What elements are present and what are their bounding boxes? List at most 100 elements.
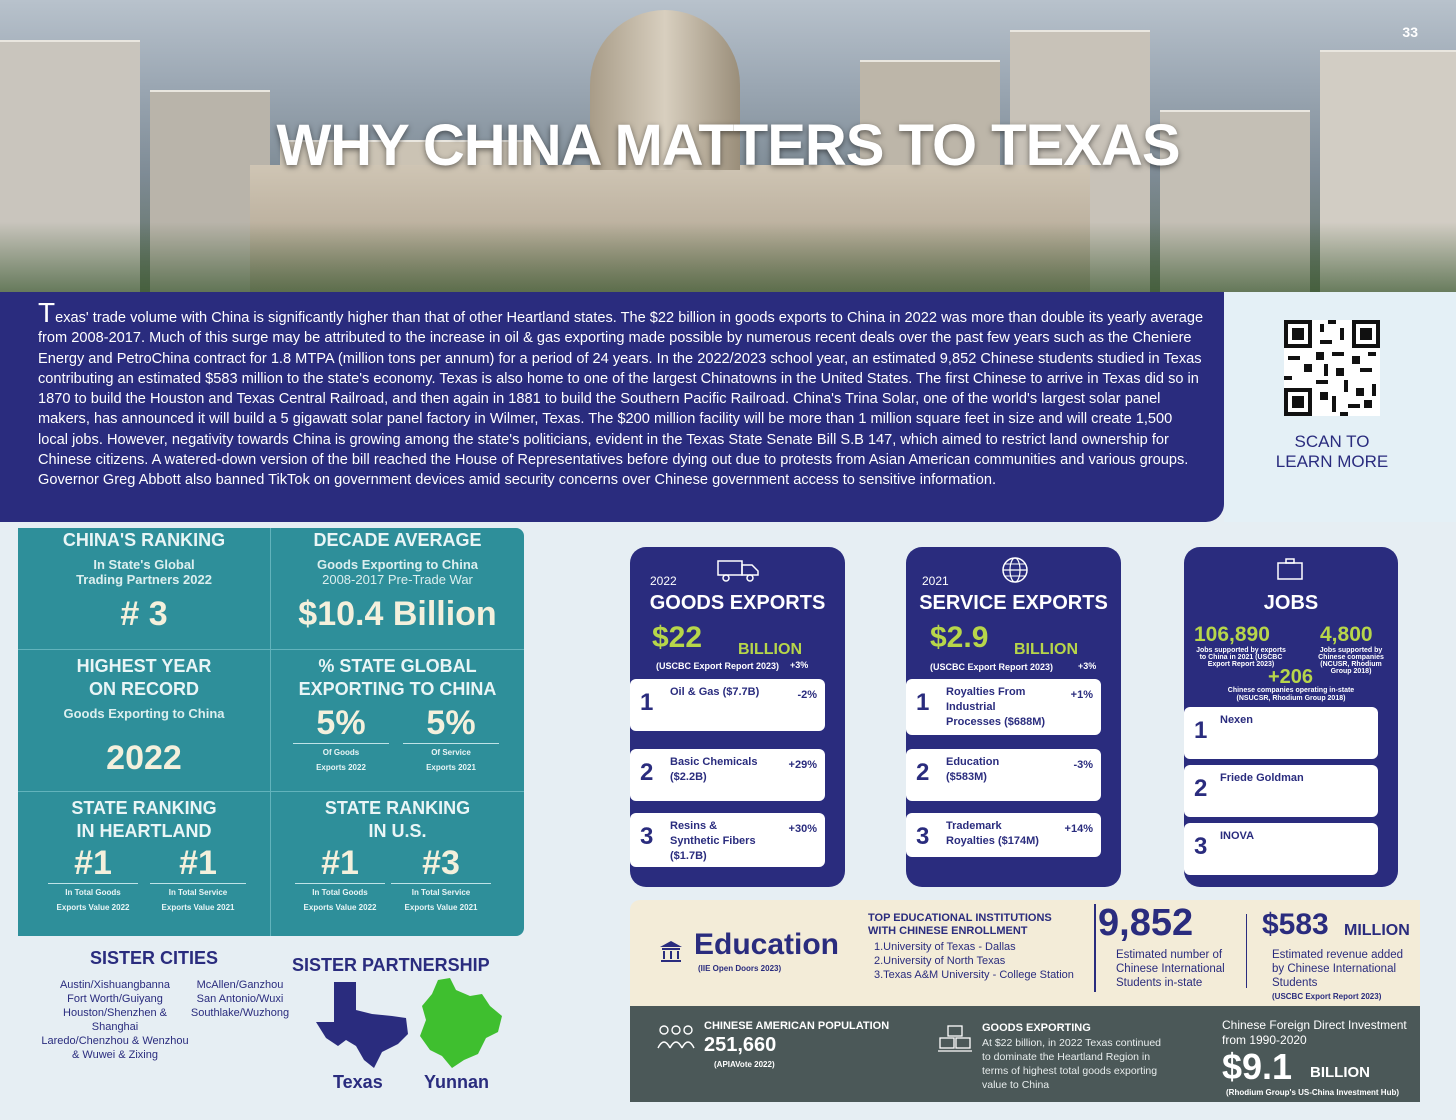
list-item: 1 Oil & Gas ($7.7B) -2% (630, 679, 825, 731)
caption-line: Chinese International (1116, 963, 1225, 975)
row-rank: 1 (640, 689, 654, 716)
revenue-value: $583 (1262, 908, 1329, 941)
card-unit: BILLION (1014, 641, 1078, 658)
row-label: Friede Goldman (1220, 772, 1304, 784)
divider (18, 791, 524, 792)
list-item: Laredo/Chenzhou & Wenzhou (41, 1035, 189, 1047)
qr-code-icon[interactable] (1284, 320, 1380, 416)
list-item: 1 Royalties From Industrial Processes ($68… (906, 679, 1101, 735)
row-label-line: Education (946, 756, 1000, 768)
row-label-line: ($2.2B) (670, 771, 707, 783)
card-amount: $22 (652, 621, 703, 654)
list-item: 1.University of Texas - Dallas (874, 941, 1016, 953)
list-item: McAllen/Ganzhou (196, 979, 284, 991)
row-label-line: Trademark (946, 820, 1002, 832)
drop-cap: T (38, 297, 56, 328)
stat-caption: Of Goods (293, 743, 389, 757)
stat-caption: In Total Service (150, 883, 246, 897)
population-source: (APIAVote 2022) (714, 1060, 775, 1069)
card-amount: $2.9 (930, 621, 989, 654)
row-change: +1% (1070, 689, 1093, 701)
row-label: Oil & Gas ($7.7B) (670, 685, 759, 700)
list-item: 2 Basic Chemicals ($2.2B) +29% (630, 749, 825, 801)
list-item: 1 Nexen (1184, 707, 1378, 759)
row-rank: 1 (1194, 717, 1208, 744)
texas-map-icon (316, 982, 408, 1068)
truck-icon (717, 560, 759, 582)
list-item: 3 Resins & Synthetic Fibers ($1.7B) +30% (630, 813, 825, 867)
stat-subheading: Trading Partners 2022 (76, 572, 212, 587)
stat-value: 5% (426, 704, 476, 742)
list-item: & Wuwei & Zixing (72, 1049, 158, 1061)
stat-pair-right: #3 In Total Service Exports Value 2021 (391, 844, 491, 912)
caption-line: Estimated revenue added (1272, 949, 1404, 961)
text-line: terms of highest total goods exporting (982, 1065, 1158, 1077)
divider (1246, 914, 1247, 988)
jobs-label-a: Jobs supported by exports to China in 20… (1196, 647, 1286, 668)
intro-panel: Texas' trade volume with China is signif… (0, 292, 1224, 522)
briefcase-icon (1277, 558, 1303, 580)
stat-heading: % STATE GLOBAL (318, 656, 477, 676)
jobs-label-b: Jobs supported by Chinese companies (NCU… (1318, 647, 1384, 675)
students-caption: Estimated number of Chinese Internationa… (1116, 948, 1225, 990)
stat-heading: HIGHEST YEAR (76, 656, 212, 676)
stat-value: 5% (316, 704, 366, 742)
top-institutions-list: 1.University of Texas - Dallas 2.Univers… (874, 940, 1074, 982)
text-line: At $22 billion, in 2022 Texas continued (982, 1037, 1162, 1049)
stat-pair-left: #1 In Total Goods Exports Value 2022 (48, 844, 138, 912)
stats-grid: CHINA'S RANKING In State's Global Tradin… (18, 528, 524, 936)
list-item: Shanghai (91, 1021, 139, 1033)
service-exports-card: 2021 SERVICE EXPORTS $2.9 BILLION (USCBC… (906, 547, 1121, 887)
list-item: 3.Texas A&M University - College Station (874, 969, 1074, 981)
row-change: +30% (788, 823, 817, 835)
education-title: Education (694, 928, 840, 961)
sister-partnership-heading: SISTER PARTNERSHIP (292, 955, 490, 975)
fdi-source: (Rhodium Group's US-China Investment Hub… (1226, 1088, 1400, 1097)
intro-body: exas' trade volume with China is signifi… (38, 310, 1204, 489)
stat-heading: CHINA'S RANKING (62, 530, 226, 550)
list-item: Houston/Shenzhen & (63, 1007, 167, 1019)
stat-subheading: In State's Global (93, 557, 195, 572)
stat-pair-left: #1 In Total Goods Exports Value 2022 (295, 844, 385, 912)
divider (18, 649, 524, 650)
caption-line: Students in-state (1116, 977, 1203, 989)
goods-exports-card: 2022 GOODS EXPORTS $22 BILLION (USCBC Ex… (630, 547, 845, 887)
row-rank: 1 (916, 689, 930, 716)
education-band: Education (IIE Open Doors 2023) TOP EDUC… (630, 900, 1420, 1006)
stat-value: #3 (422, 844, 460, 882)
card-change: +3% (790, 660, 809, 670)
hero-photo: 33 WHY CHINA MATTERS TO TEXAS (0, 0, 1456, 292)
sister-cities-heading: SISTER CITIES (90, 948, 219, 968)
stat-heading: STATE RANKING (71, 798, 217, 818)
heading-line: Chinese Foreign Direct Investment (1222, 1018, 1407, 1032)
goods-exporting-heading: GOODS EXPORTING (982, 1022, 1091, 1034)
bottom-band: CHINESE AMERICAN POPULATION 251,660 (API… (630, 1006, 1420, 1102)
list-item: 3 INOVA (1184, 823, 1378, 875)
row-label-line: Resins & (670, 820, 718, 832)
scan-line-2: LEARN MORE (1275, 452, 1389, 471)
row-label-line: Basic Chemicals (670, 756, 758, 768)
revenue-unit: MILLION (1344, 922, 1410, 939)
stat-heartland-ranking: STATE RANKING IN HEARTLAND #1 In Total G… (18, 798, 270, 912)
row-label: Education ($583M) (946, 755, 999, 785)
card-title: GOODS EXPORTS (649, 592, 826, 614)
page-title: WHY CHINA MATTERS TO TEXAS (276, 113, 1180, 178)
caption-line: Students (1272, 977, 1318, 989)
row-label: INOVA (1220, 830, 1255, 842)
list-item: Austin/Xishuangbanna (59, 979, 171, 991)
heading-line: from 1990-2020 (1222, 1033, 1307, 1047)
row-label-line: Royalties From (946, 686, 1026, 698)
yunnan-map-icon (420, 978, 502, 1068)
qr-panel: SCAN TO LEARN MORE (1224, 292, 1456, 522)
card-unit: BILLION (738, 641, 802, 658)
row-label-line: Royalties ($174M) (946, 835, 1039, 847)
globe-icon (1002, 557, 1028, 583)
cargo-boxes-icon (938, 1025, 972, 1052)
row-label: Royalties From Industrial Processes ($688M… (946, 685, 1045, 730)
stat-heading: IN HEARTLAND (76, 821, 212, 841)
page-number: 33 (1402, 24, 1418, 40)
row-label: Trademark Royalties ($174M) (946, 819, 1039, 849)
row-label-line: ($583M) (946, 771, 987, 783)
list-item: San Antonio/Wuxi (196, 993, 284, 1005)
row-label: Resins & Synthetic Fibers ($1.7B) (670, 819, 756, 864)
